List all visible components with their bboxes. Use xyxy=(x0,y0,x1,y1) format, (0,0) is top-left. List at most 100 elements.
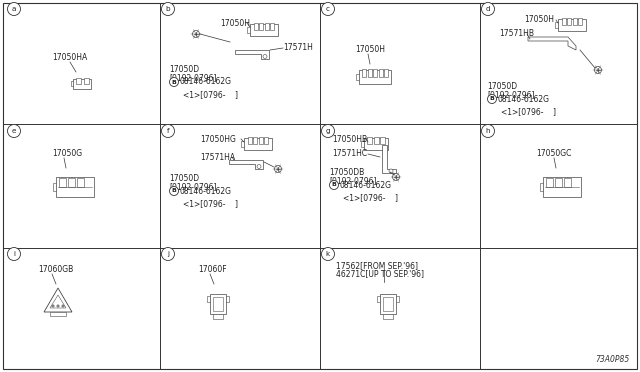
Bar xyxy=(207,296,210,302)
Circle shape xyxy=(170,77,179,87)
Circle shape xyxy=(330,180,339,189)
Bar xyxy=(367,137,372,144)
Bar xyxy=(555,178,562,187)
Bar xyxy=(555,22,558,28)
Bar xyxy=(579,18,582,25)
Bar xyxy=(573,18,577,25)
Bar xyxy=(367,69,371,77)
Text: 17562[FROM SEP.'96]: 17562[FROM SEP.'96] xyxy=(336,261,418,270)
Bar xyxy=(378,69,383,77)
Text: 17050HG: 17050HG xyxy=(200,135,236,144)
Text: 17571HA: 17571HA xyxy=(200,153,235,161)
Text: 17060GB: 17060GB xyxy=(38,265,73,274)
Circle shape xyxy=(595,67,602,74)
Bar xyxy=(380,137,385,144)
Bar xyxy=(244,138,272,150)
Text: h: h xyxy=(486,128,490,134)
Text: 17050H: 17050H xyxy=(220,19,250,28)
Circle shape xyxy=(8,3,20,16)
Bar xyxy=(361,141,364,147)
Text: d: d xyxy=(486,6,490,12)
Bar xyxy=(558,19,586,31)
Bar xyxy=(564,178,571,187)
Text: k: k xyxy=(326,251,330,257)
Bar xyxy=(226,296,229,302)
Circle shape xyxy=(321,125,335,138)
Bar xyxy=(562,18,566,25)
Text: [0192-0796]: [0192-0796] xyxy=(169,73,216,82)
Bar xyxy=(362,69,366,77)
Text: B: B xyxy=(332,183,337,187)
Bar xyxy=(84,78,89,84)
Circle shape xyxy=(8,125,20,138)
Text: 17060F: 17060F xyxy=(198,265,227,274)
Text: i: i xyxy=(13,251,15,257)
Text: 08146-6162G: 08146-6162G xyxy=(497,94,549,103)
Circle shape xyxy=(57,305,60,307)
Text: 17050DB: 17050DB xyxy=(329,168,364,177)
Text: <1>[0796-    ]: <1>[0796- ] xyxy=(183,199,238,208)
Text: 17050H: 17050H xyxy=(355,45,385,54)
Bar xyxy=(241,141,244,147)
Bar xyxy=(68,178,75,187)
Circle shape xyxy=(8,247,20,260)
Text: <1>[0796-    ]: <1>[0796- ] xyxy=(501,107,556,116)
Bar xyxy=(59,178,66,187)
Text: 17571HB: 17571HB xyxy=(499,29,534,38)
Text: [0192-0796]: [0192-0796] xyxy=(487,90,534,99)
Bar xyxy=(248,137,252,144)
Circle shape xyxy=(62,305,64,307)
Bar xyxy=(270,23,275,30)
Bar xyxy=(359,70,391,84)
Circle shape xyxy=(161,3,175,16)
Bar xyxy=(546,178,553,187)
Bar xyxy=(567,18,572,25)
Circle shape xyxy=(161,125,175,138)
Text: B: B xyxy=(490,96,495,102)
Bar xyxy=(384,69,388,77)
Circle shape xyxy=(392,173,399,180)
Circle shape xyxy=(321,3,335,16)
Bar xyxy=(383,314,393,319)
Circle shape xyxy=(161,247,175,260)
Bar xyxy=(264,137,268,144)
Polygon shape xyxy=(235,50,269,59)
Polygon shape xyxy=(44,288,72,312)
Text: 17050D: 17050D xyxy=(169,174,199,183)
Text: 17050H: 17050H xyxy=(524,16,554,25)
Bar xyxy=(374,137,378,144)
Text: B: B xyxy=(172,80,177,84)
Text: c: c xyxy=(326,6,330,12)
Text: B: B xyxy=(172,189,177,193)
Text: <1>[0796-    ]: <1>[0796- ] xyxy=(343,193,398,202)
Bar xyxy=(356,74,359,80)
Bar xyxy=(77,178,84,187)
Text: 08146-6162G: 08146-6162G xyxy=(179,77,231,87)
Text: a: a xyxy=(12,6,16,12)
Bar xyxy=(364,138,388,150)
Text: 17050G: 17050G xyxy=(52,149,82,158)
Bar xyxy=(259,137,263,144)
Bar xyxy=(383,297,393,311)
Text: e: e xyxy=(12,128,16,134)
Bar xyxy=(253,23,258,30)
Text: [0192-0796]: [0192-0796] xyxy=(329,176,376,185)
Text: 17050HB: 17050HB xyxy=(332,135,367,144)
Bar xyxy=(50,312,66,316)
Text: 17571H: 17571H xyxy=(283,44,313,52)
Bar xyxy=(259,23,263,30)
Bar xyxy=(543,177,581,197)
Bar xyxy=(53,183,56,191)
Text: 08146-6162G: 08146-6162G xyxy=(179,186,231,196)
Text: 17050D: 17050D xyxy=(487,82,517,91)
Circle shape xyxy=(481,125,495,138)
Text: [0192-0796]: [0192-0796] xyxy=(169,182,216,191)
Bar xyxy=(73,79,91,89)
Bar xyxy=(213,297,223,311)
Bar xyxy=(213,314,223,319)
Circle shape xyxy=(275,166,282,173)
Text: 08146-6162G: 08146-6162G xyxy=(339,180,391,189)
Text: 17050HA: 17050HA xyxy=(52,53,88,62)
Circle shape xyxy=(488,94,497,103)
Circle shape xyxy=(389,169,393,173)
